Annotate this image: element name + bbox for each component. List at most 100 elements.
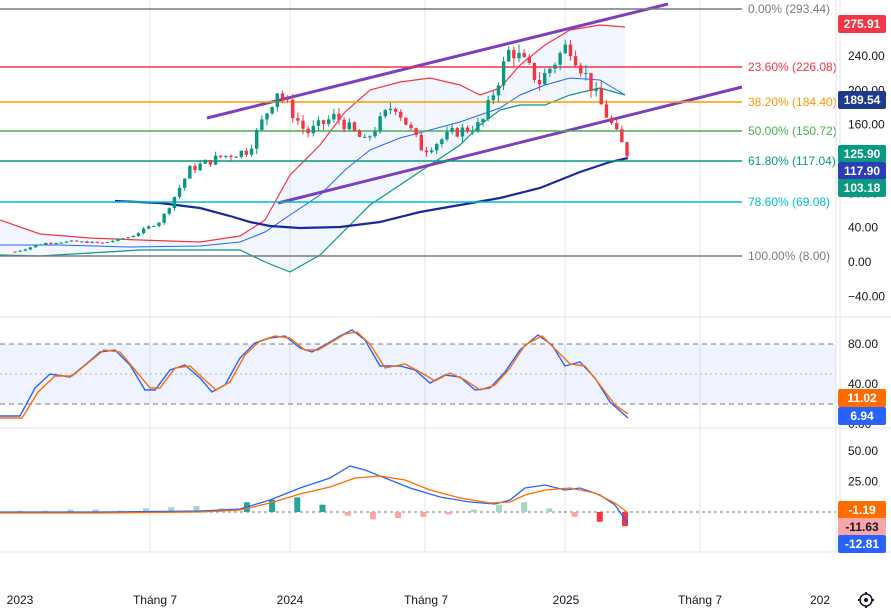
candle-body bbox=[49, 242, 53, 244]
channel-upper-line bbox=[206, 2, 669, 120]
macd-histogram-bar bbox=[294, 497, 301, 512]
price-tag-label: 125.90 bbox=[844, 147, 881, 161]
macd-tag-label: -1.19 bbox=[848, 503, 876, 517]
stochastic-tag bbox=[838, 389, 886, 407]
candle-body bbox=[167, 208, 171, 214]
price-axis-tick: 240.00 bbox=[848, 49, 885, 63]
candle-body bbox=[404, 117, 408, 125]
candle-body bbox=[599, 88, 603, 105]
candle-body bbox=[342, 119, 346, 130]
candle-body bbox=[157, 222, 161, 227]
candle-body bbox=[219, 155, 223, 157]
candle-body bbox=[90, 241, 94, 243]
candle-body bbox=[147, 226, 151, 229]
candle-body bbox=[316, 120, 321, 126]
channel-lower-line bbox=[277, 85, 743, 205]
macd-histogram-bar bbox=[395, 512, 402, 519]
value-tags: 275.91 189.54 125.90 117.90 103.18 11.02 6.94 -… bbox=[838, 15, 886, 553]
candle-body bbox=[424, 150, 429, 153]
candle-body bbox=[126, 237, 130, 239]
price-tag bbox=[838, 179, 886, 197]
candle-body bbox=[368, 136, 372, 138]
gear-icon[interactable] bbox=[858, 592, 874, 608]
candle-body bbox=[85, 241, 89, 243]
macd-panel bbox=[0, 427, 891, 527]
candle-body bbox=[193, 165, 197, 171]
candle-body bbox=[152, 226, 156, 228]
candle-body bbox=[399, 111, 403, 118]
macd-line bbox=[0, 465, 629, 525]
candle-body bbox=[373, 131, 377, 137]
fib-level-label: 100.00% (8.00) bbox=[748, 249, 830, 263]
fib-level-label: 23.60% (226.08) bbox=[748, 60, 837, 74]
candlesticks bbox=[13, 39, 629, 253]
candle-body bbox=[471, 131, 475, 133]
candle-body bbox=[543, 73, 547, 85]
candle-body bbox=[440, 139, 444, 145]
macd-axis-tick: 25.00 bbox=[848, 475, 878, 489]
candle-body bbox=[54, 243, 58, 245]
candle-body bbox=[116, 238, 120, 241]
candle-body bbox=[275, 93, 279, 107]
macd-tag bbox=[838, 501, 886, 519]
candle-body bbox=[507, 49, 511, 62]
time-label-2023: 2023 bbox=[7, 593, 34, 607]
price-axis-tick: 40.00 bbox=[848, 221, 878, 235]
macd-axis-tick: 50.00 bbox=[848, 444, 878, 458]
candle-body bbox=[445, 131, 449, 140]
bollinger-upper-line bbox=[0, 24, 626, 243]
candle-body bbox=[188, 165, 192, 179]
candle-body bbox=[465, 127, 470, 132]
candle-body bbox=[265, 113, 269, 120]
candle-body bbox=[481, 119, 485, 123]
candle-body bbox=[141, 228, 146, 234]
candle-body bbox=[363, 136, 367, 138]
candle-body bbox=[584, 73, 588, 75]
candle-body bbox=[604, 104, 609, 118]
time-label-jul-2023: Tháng 7 bbox=[133, 593, 177, 607]
bollinger-mid-line bbox=[0, 77, 626, 248]
candle-body bbox=[491, 95, 495, 101]
candle-body bbox=[450, 128, 454, 132]
price-tag bbox=[838, 91, 886, 109]
fibonacci-levels: 0.00% (293.44) 23.60% (226.08) 38.20% (184… bbox=[0, 2, 837, 263]
bollinger-lower-line bbox=[0, 87, 626, 273]
candle-body bbox=[208, 159, 213, 165]
candle-body bbox=[615, 123, 619, 130]
candle-body bbox=[280, 93, 285, 99]
candle-body bbox=[625, 142, 629, 157]
candle-body bbox=[13, 251, 17, 253]
candle-body bbox=[594, 88, 598, 92]
candle-body bbox=[527, 57, 531, 63]
candle-body bbox=[203, 159, 207, 164]
macd-histogram-bar bbox=[344, 512, 351, 516]
macd-histogram-bar bbox=[445, 512, 452, 515]
price-panel: 0.00% (293.44) 23.60% (226.08) 38.20% (184… bbox=[0, 2, 837, 273]
price-tag bbox=[838, 15, 886, 33]
macd-histogram-bar bbox=[546, 508, 553, 512]
candle-body bbox=[244, 150, 249, 155]
macd-histogram-bar bbox=[596, 512, 603, 522]
candle-body bbox=[378, 116, 382, 132]
candle-body bbox=[105, 241, 110, 243]
candle-body bbox=[172, 196, 177, 209]
candle-body bbox=[486, 100, 490, 120]
candle-body bbox=[563, 44, 567, 54]
macd-histogram-bar bbox=[495, 504, 502, 512]
candle-body bbox=[620, 129, 624, 143]
candle-body bbox=[476, 122, 480, 132]
stochastic-axis-tick: 80.00 bbox=[848, 337, 878, 351]
time-label-jul-2024: Tháng 7 bbox=[404, 593, 448, 607]
stochastic-tag-label: 11.02 bbox=[847, 391, 877, 405]
macd-histogram-bar bbox=[369, 512, 376, 520]
candle-body bbox=[183, 178, 187, 188]
stochastic-axis-tick: 40.00 bbox=[848, 377, 878, 391]
fib-level-label: 61.80% (117.04) bbox=[748, 154, 836, 168]
candle-body bbox=[414, 128, 418, 135]
stochastic-tag bbox=[838, 407, 886, 425]
macd-histogram-bar bbox=[269, 499, 276, 512]
candle-body bbox=[393, 108, 398, 112]
candle-body bbox=[136, 233, 141, 236]
candle-body bbox=[296, 118, 300, 121]
